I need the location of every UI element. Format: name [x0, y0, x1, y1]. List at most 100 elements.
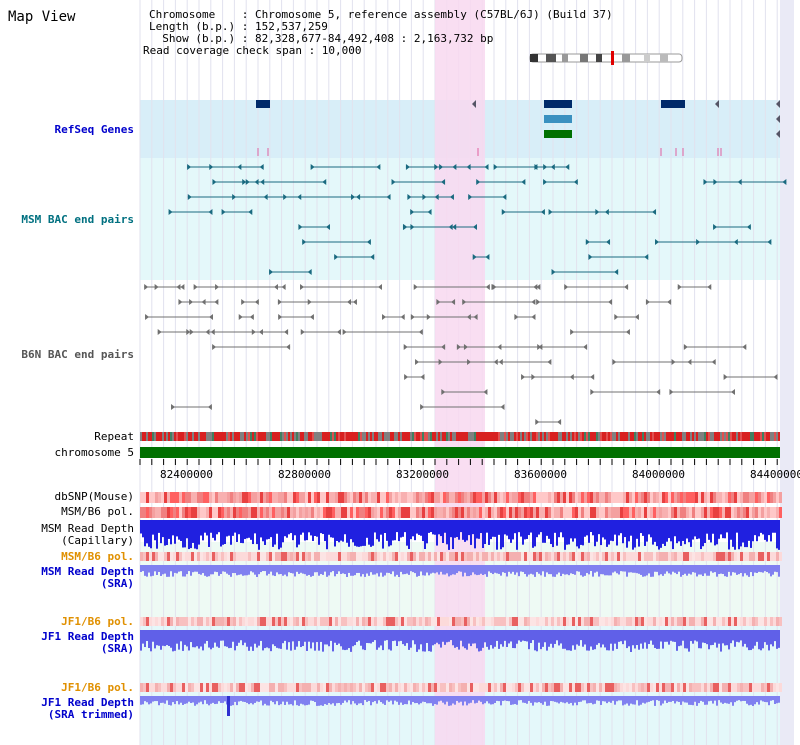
- bac-end: [590, 374, 595, 380]
- ideogram-band: [622, 54, 630, 62]
- heat-cell: [647, 683, 650, 692]
- depth-bar: [236, 565, 238, 576]
- depth-bar: [696, 520, 698, 540]
- depth-bar: [316, 696, 318, 706]
- depth-bar: [474, 696, 476, 704]
- heat-cell: [668, 617, 671, 626]
- depth-bar: [248, 630, 250, 651]
- depth-bar: [312, 565, 314, 576]
- depth-bar: [476, 565, 478, 576]
- repeat-bar: [490, 432, 492, 441]
- heat-cell: [713, 552, 716, 561]
- heat-cell: [341, 552, 344, 561]
- depth-bar: [576, 696, 578, 706]
- heat-cell: [260, 507, 263, 518]
- heat-cell: [140, 507, 143, 518]
- depth-bar: [528, 630, 530, 650]
- track-label-msm-bac[interactable]: MSM BAC end pairs: [21, 213, 134, 226]
- heat-cell: [524, 683, 527, 692]
- heat-cell: [281, 492, 284, 503]
- depth-bar: [280, 565, 282, 575]
- heat-cell: [551, 683, 554, 692]
- bac-end: [298, 224, 303, 230]
- heat-cell: [254, 507, 257, 518]
- heat-cell: [179, 617, 182, 626]
- bac-end: [307, 299, 312, 305]
- depth-bar: [400, 696, 402, 703]
- heat-cell: [155, 617, 158, 626]
- depth-bar: [414, 696, 416, 704]
- heat-cell: [587, 683, 590, 692]
- depth-bar: [272, 696, 274, 703]
- depth-bar: [712, 696, 714, 704]
- depth-bar: [440, 696, 442, 701]
- depth-bar: [602, 696, 604, 702]
- repeat-bar: [298, 432, 300, 441]
- repeat-bar: [724, 432, 726, 441]
- heat-cell: [524, 507, 527, 518]
- heat-cell: [371, 617, 374, 626]
- heat-cell: [389, 492, 392, 503]
- heat-cell: [419, 507, 422, 518]
- depth-bar: [246, 520, 248, 539]
- heat-cell: [659, 683, 662, 692]
- depth-bar: [620, 565, 622, 572]
- track-label-b6n-bac[interactable]: B6N BAC end pairs: [21, 348, 134, 361]
- repeat-bar: [722, 432, 724, 441]
- heat-cell: [275, 617, 278, 626]
- heat-cell: [173, 507, 176, 518]
- depth-bar: [462, 520, 464, 540]
- heat-cell: [626, 552, 629, 561]
- depth-bar: [578, 565, 580, 572]
- heat-cell: [524, 617, 527, 626]
- heat-cell: [608, 492, 611, 503]
- heat-cell: [221, 617, 224, 626]
- heat-cell: [617, 683, 620, 692]
- depth-bar: [440, 630, 442, 648]
- depth-bar: [476, 520, 478, 539]
- depth-bar: [288, 630, 290, 643]
- bac-end: [707, 284, 712, 290]
- repeat-bar: [486, 432, 488, 441]
- heat-cell: [662, 552, 665, 561]
- track-label-refseq[interactable]: RefSeq Genes: [54, 123, 134, 136]
- heat-cell: [431, 552, 434, 561]
- heat-cell: [698, 683, 701, 692]
- repeat-bar: [238, 432, 240, 441]
- repeat-bar: [542, 432, 544, 441]
- heat-cell: [491, 492, 494, 503]
- repeat-bar: [172, 432, 174, 441]
- heat-cell: [719, 507, 722, 518]
- depth-bar: [216, 630, 218, 647]
- depth-bar: [752, 520, 754, 542]
- depth-bar: [418, 565, 420, 576]
- track-label-jf1-read-sra-2: (SRA): [100, 642, 134, 655]
- depth-bar: [564, 696, 566, 704]
- depth-bar: [504, 520, 506, 535]
- repeat-bar: [140, 432, 142, 441]
- heat-cell: [725, 507, 728, 518]
- track-label-msm-b6-pol-2: MSM/B6 pol.: [61, 550, 134, 563]
- heat-cell: [581, 683, 584, 692]
- depth-bar: [232, 696, 234, 706]
- repeat-bar: [290, 432, 292, 441]
- repeat-bar: [562, 432, 564, 441]
- depth-bar: [676, 520, 678, 544]
- repeat-bar: [378, 432, 380, 441]
- depth-bar: [246, 630, 248, 647]
- depth-bar: [334, 696, 336, 706]
- repeat-bar: [718, 432, 720, 441]
- repeat-bar: [526, 432, 528, 441]
- heat-cell: [728, 683, 731, 692]
- depth-bar: [572, 696, 574, 706]
- bac-end: [624, 284, 629, 290]
- depth-bar: [730, 630, 732, 644]
- depth-bar: [310, 696, 312, 701]
- repeat-bar: [158, 432, 160, 441]
- heat-cell: [722, 617, 725, 626]
- depth-bar: [298, 520, 300, 545]
- depth-bar: [348, 520, 350, 547]
- repeat-bar: [412, 432, 414, 441]
- repeat-bar: [164, 432, 166, 441]
- depth-bar: [556, 630, 558, 641]
